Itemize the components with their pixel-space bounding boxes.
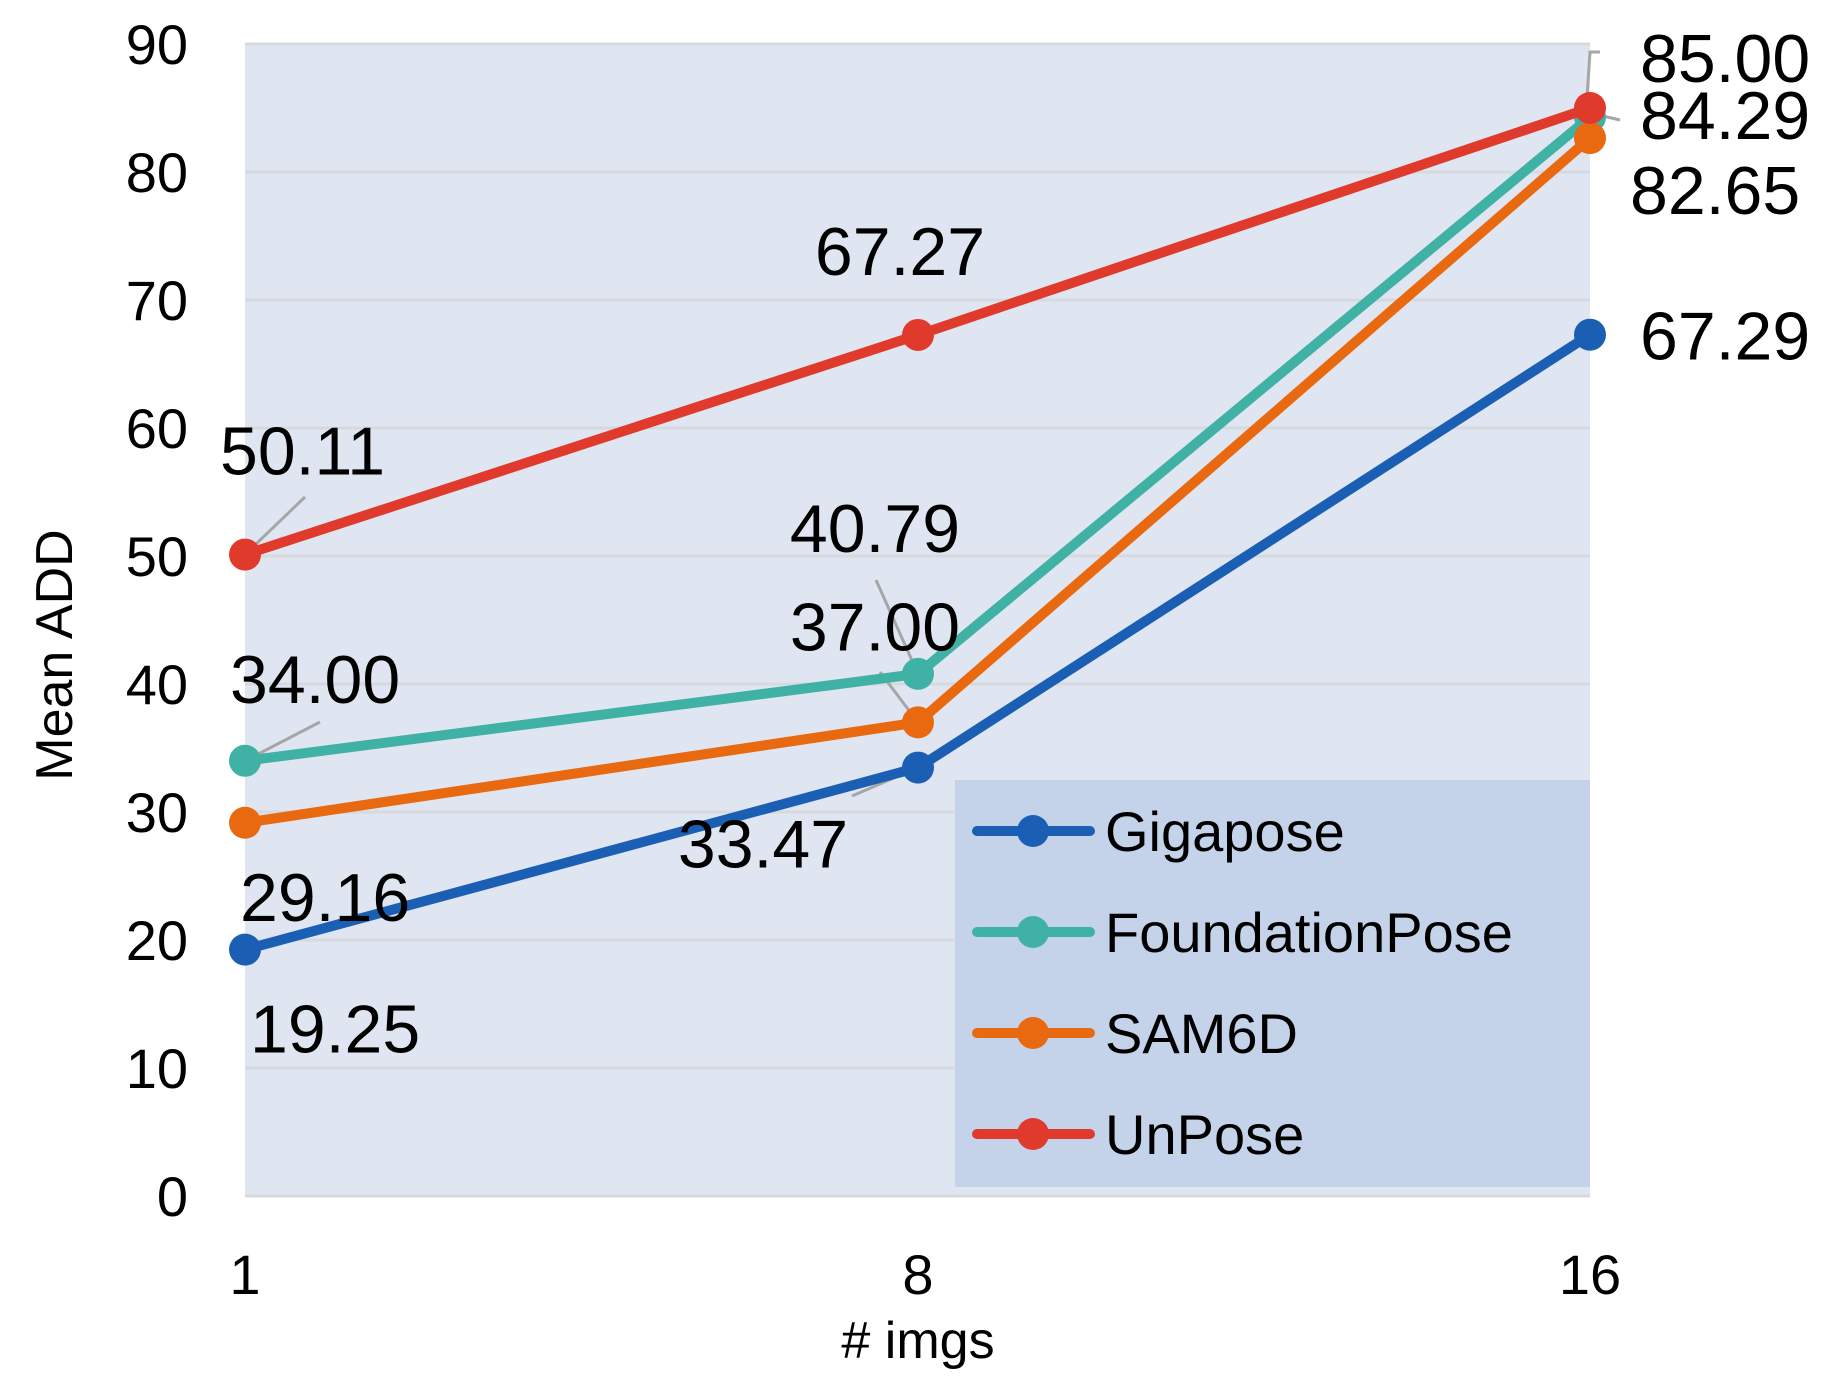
data-point	[902, 751, 934, 784]
gridlines	[245, 42, 1590, 1198]
data-point	[1574, 318, 1606, 351]
data-point	[229, 806, 261, 839]
y-tick-label: 10	[126, 1037, 188, 1100]
data-point	[229, 538, 261, 571]
data-label: 85.00	[1640, 21, 1810, 97]
data-point	[229, 744, 261, 777]
data-label: 67.29	[1640, 299, 1810, 375]
legend-swatch-marker	[1017, 916, 1049, 948]
legend-swatch-marker	[1017, 815, 1049, 847]
x-axis-title: # imgs	[841, 1312, 994, 1370]
y-axis-title: Mean ADD	[26, 529, 84, 780]
x-tick-label: 1	[229, 1243, 260, 1306]
y-tick-label: 90	[126, 13, 188, 76]
y-tick-label: 0	[157, 1165, 188, 1228]
series-layer	[229, 92, 1606, 966]
y-tick-label: 50	[126, 525, 188, 588]
data-labels: 19.25 33.47 67.29 34.00 40.79 84.29 29.16 37.00…	[220, 21, 1810, 1068]
y-tick-label: 80	[126, 141, 188, 204]
data-point	[902, 318, 934, 351]
data-label: 29.16	[240, 860, 410, 936]
y-tick-label: 60	[126, 397, 188, 460]
data-label: 37.00	[790, 589, 960, 665]
y-tick-label: 70	[126, 269, 188, 332]
legend-swatch-marker	[1017, 1017, 1049, 1049]
legend-label: Gigapose	[1105, 800, 1345, 863]
legend-box	[955, 780, 1590, 1187]
data-point	[902, 706, 934, 739]
data-label: 19.25	[250, 992, 420, 1068]
leader-line	[874, 579, 920, 675]
data-label: 40.79	[790, 491, 960, 567]
x-axis-ticks: 1 8 16	[229, 1243, 1621, 1306]
legend-background-layer	[955, 780, 1590, 1187]
x-tick-label: 16	[1559, 1243, 1621, 1306]
data-point	[1574, 92, 1606, 124]
y-tick-label: 30	[126, 781, 188, 844]
legend-label: UnPose	[1105, 1103, 1304, 1166]
data-label: 84.29	[1640, 78, 1810, 154]
legend-swatch-marker	[1017, 1118, 1049, 1150]
legend: Gigapose FoundationPose SAM6D UnPose	[972, 800, 1513, 1166]
legend-label: SAM6D	[1105, 1002, 1298, 1065]
legend-label: FoundationPose	[1105, 901, 1513, 964]
x-tick-label: 8	[902, 1243, 933, 1306]
y-tick-label: 20	[126, 909, 188, 972]
data-point	[1574, 122, 1606, 155]
data-label: 33.47	[678, 807, 848, 883]
y-axis-ticks: 0 10 20 30 40 50 60 70 80 90	[126, 13, 188, 1228]
y-tick-label: 40	[126, 653, 188, 716]
data-label: 50.11	[220, 414, 385, 490]
data-label: 82.65	[1630, 153, 1800, 229]
data-label: 67.27	[815, 214, 985, 290]
data-label: 34.00	[230, 642, 400, 718]
data-point	[229, 933, 261, 966]
data-point	[902, 657, 934, 690]
